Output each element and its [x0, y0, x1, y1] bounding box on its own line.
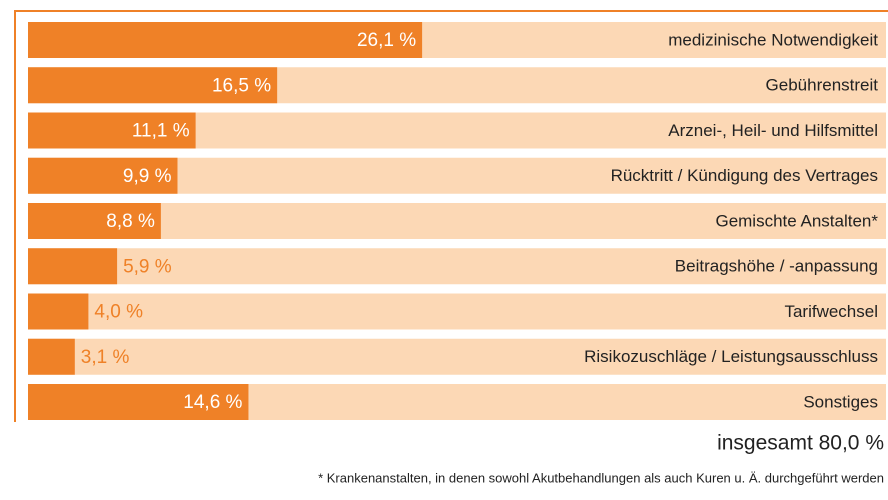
value-label: 26,1 % — [357, 30, 416, 51]
category-label: Arznei-, Heil- und Hilfsmittel — [668, 121, 878, 140]
value-label: 4,0 % — [94, 302, 143, 323]
bar — [28, 22, 423, 58]
value-label: 8,8 % — [106, 211, 155, 232]
value-label: 9,9 % — [123, 166, 172, 187]
category-label: Gebührenstreit — [766, 76, 879, 95]
total-label: insgesamt 80,0 % — [717, 432, 884, 455]
category-label: Rücktritt / Kündigung des Vertrages — [611, 166, 878, 185]
category-label: Gemischte Anstalten* — [715, 211, 878, 230]
bar — [28, 384, 249, 420]
frame — [14, 10, 888, 422]
category-label: Sonstiges — [803, 392, 878, 411]
footnote: * Krankenanstalten, in denen sowohl Akut… — [318, 470, 884, 485]
bar — [28, 112, 196, 149]
value-label: 14,6 % — [183, 392, 242, 413]
bar — [28, 203, 161, 239]
row-background — [28, 248, 886, 285]
bar — [28, 338, 75, 375]
bar — [28, 248, 118, 285]
category-label: Tarifwechsel — [784, 302, 878, 321]
value-label: 11,1 % — [132, 121, 190, 142]
value-label: 3,1 % — [81, 347, 130, 368]
value-label: 5,9 % — [123, 256, 172, 277]
value-label: 16,5 % — [212, 75, 271, 96]
category-label: Beitragshöhe / -anpassung — [675, 257, 878, 276]
bar — [28, 67, 278, 104]
row-background — [28, 203, 886, 239]
bar — [28, 157, 178, 194]
bar — [28, 293, 89, 330]
category-label: Risikozuschläge / Leistungsausschluss — [584, 347, 878, 366]
row-background — [28, 293, 886, 330]
category-label: medizinische Notwendigkeit — [668, 30, 878, 49]
row-background — [28, 338, 886, 375]
